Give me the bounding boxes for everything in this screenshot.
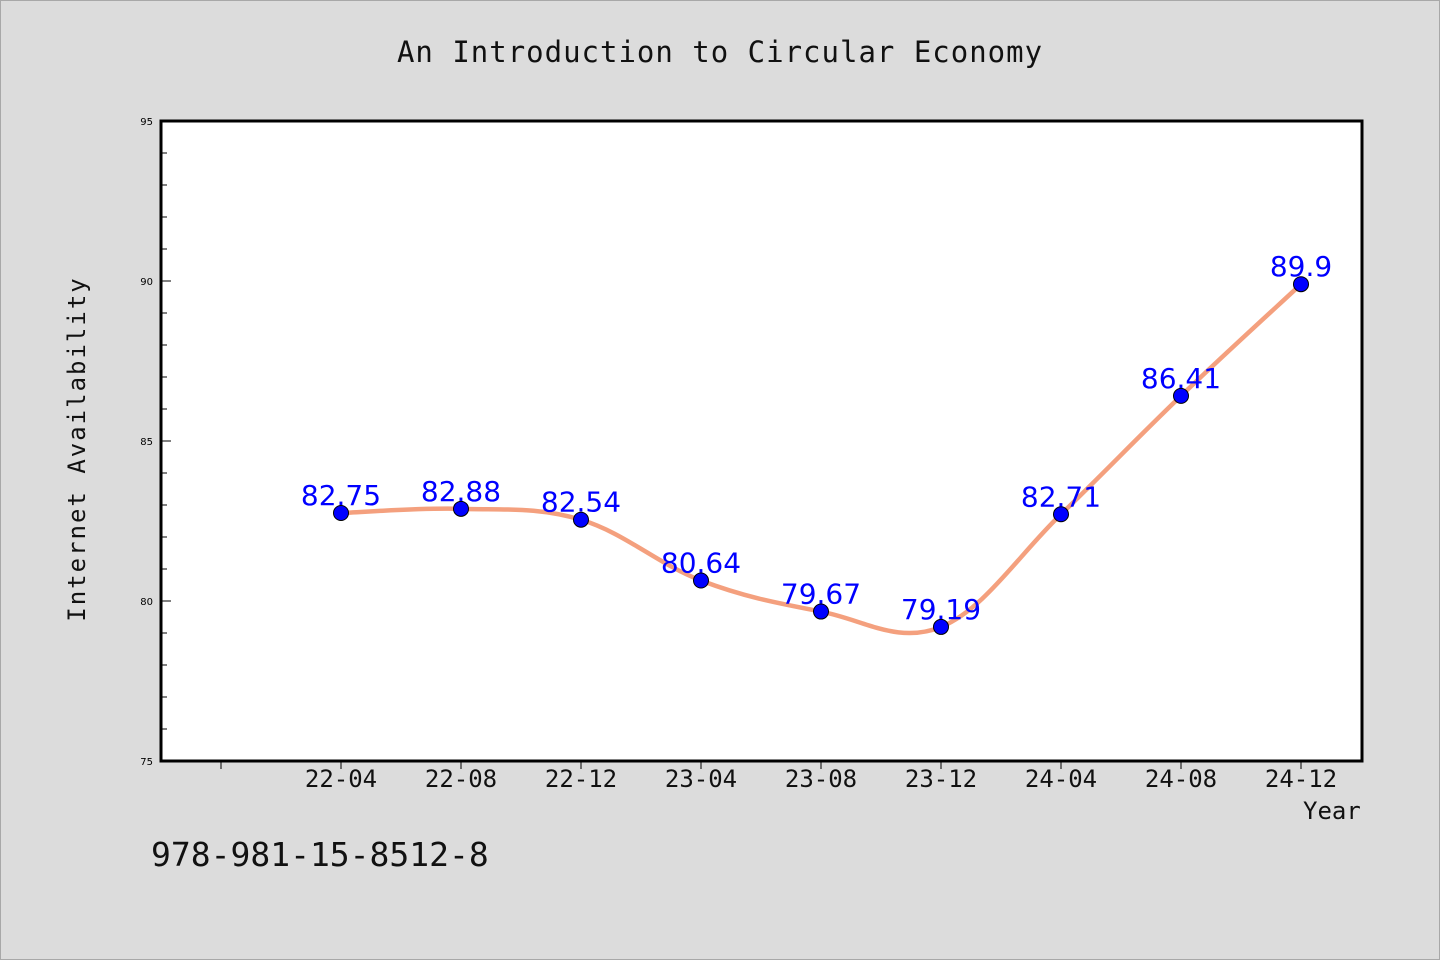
x-tick-label: 22-12	[545, 765, 617, 793]
data-label: 79.19	[901, 593, 981, 626]
y-tick-label: 95	[140, 117, 153, 128]
data-label: 89.9	[1270, 250, 1332, 283]
data-point-marker	[933, 618, 949, 635]
data-points	[333, 276, 1309, 635]
x-tick-label: 24-04	[1025, 765, 1097, 793]
x-tick-label: 24-08	[1145, 765, 1217, 793]
data-point-marker	[813, 603, 829, 620]
data-label: 82.71	[1021, 480, 1101, 513]
data-label: 80.64	[661, 547, 741, 580]
data-point-marker	[1293, 276, 1309, 293]
chart-title: An Introduction to Circular Economy	[396, 35, 1044, 69]
y-tick-label: 75	[140, 757, 153, 768]
data-point-marker	[1053, 506, 1069, 523]
data-label: 82.88	[421, 475, 501, 508]
x-axis: 22-04 22-08 22-12 23-04 23-08 23-12 24-04 24-08…	[220, 761, 1337, 793]
x-axis-label: Year	[1303, 797, 1361, 825]
x-tick-label: 22-08	[425, 765, 497, 793]
data-label: 86.41	[1141, 362, 1221, 395]
series-line	[338, 281, 1304, 636]
data-point-marker	[693, 572, 709, 589]
data-point-marker	[453, 500, 469, 517]
data-labels: 82.75 82.88 82.54 80.64 79.67 79.19 82.71 86.41…	[301, 250, 1332, 626]
y-tick-label: 90	[140, 277, 153, 288]
x-tick-label: 23-12	[905, 765, 977, 793]
data-label: 79.67	[781, 578, 861, 611]
data-point-marker	[1173, 387, 1189, 404]
data-point-marker	[573, 511, 589, 528]
isbn-text: 978-981-15-8512-8	[151, 835, 489, 874]
y-tick-label: 80	[140, 597, 153, 608]
x-tick-label: 22-04	[305, 765, 377, 793]
data-point-marker	[333, 505, 349, 521]
data-label: 82.75	[301, 479, 381, 512]
x-tick-label: 23-04	[665, 765, 737, 793]
y-tick-label: 85	[140, 437, 153, 448]
data-label: 82.54	[541, 486, 621, 519]
y-axis: 75 80 85 90 95	[140, 117, 171, 768]
x-tick-label: 24-12	[1265, 765, 1337, 793]
plot-area	[159, 119, 1364, 763]
x-tick-label: 23-08	[785, 765, 857, 793]
